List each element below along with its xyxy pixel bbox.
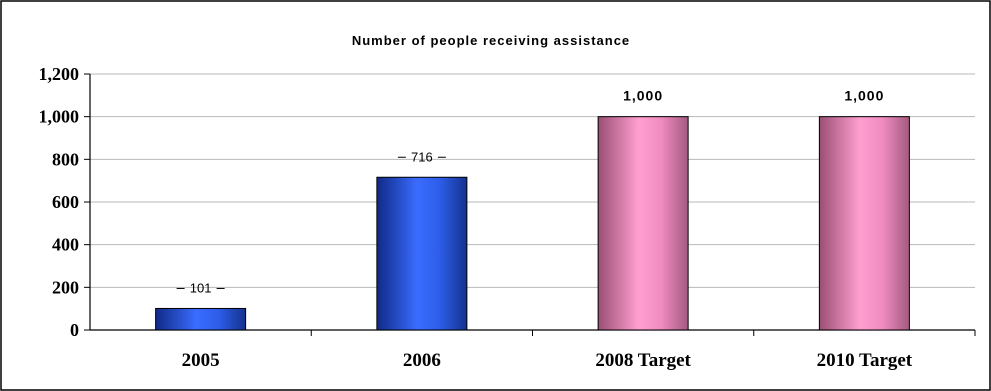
- data-label: 1,000: [623, 88, 663, 104]
- bar-2008-target: [597, 116, 689, 331]
- data-label: 716: [411, 149, 433, 164]
- x-category-label: 2006: [403, 350, 441, 371]
- y-tick-label: 400: [52, 235, 79, 255]
- y-tick-label: 600: [52, 192, 79, 212]
- bar-2005: [155, 307, 247, 331]
- y-tick-label: 1,200: [39, 64, 80, 84]
- data-label: 101: [190, 280, 212, 295]
- bars: [155, 116, 910, 331]
- x-axis-categories: 2005 2006 2008 Target 2010 Target: [182, 350, 913, 371]
- bar-2010-target: [818, 116, 910, 331]
- chart-title: Number of people receiving assistance: [352, 33, 630, 48]
- y-tick-label: 800: [52, 149, 79, 169]
- data-label: 1,000: [844, 88, 884, 104]
- y-axis-ticks: 0 200 400 600 800 1,000 1,200: [39, 64, 80, 340]
- x-category-label: 2008 Target: [595, 350, 691, 371]
- data-labels: 101 716 1,000 1,000: [176, 88, 884, 295]
- y-tick-label: 0: [70, 320, 79, 340]
- bar-2006: [376, 176, 468, 331]
- y-tick-label: 200: [52, 277, 79, 297]
- y-tick-label: 1,000: [39, 107, 80, 127]
- x-category-label: 2005: [182, 350, 220, 371]
- x-category-label: 2010 Target: [817, 350, 913, 371]
